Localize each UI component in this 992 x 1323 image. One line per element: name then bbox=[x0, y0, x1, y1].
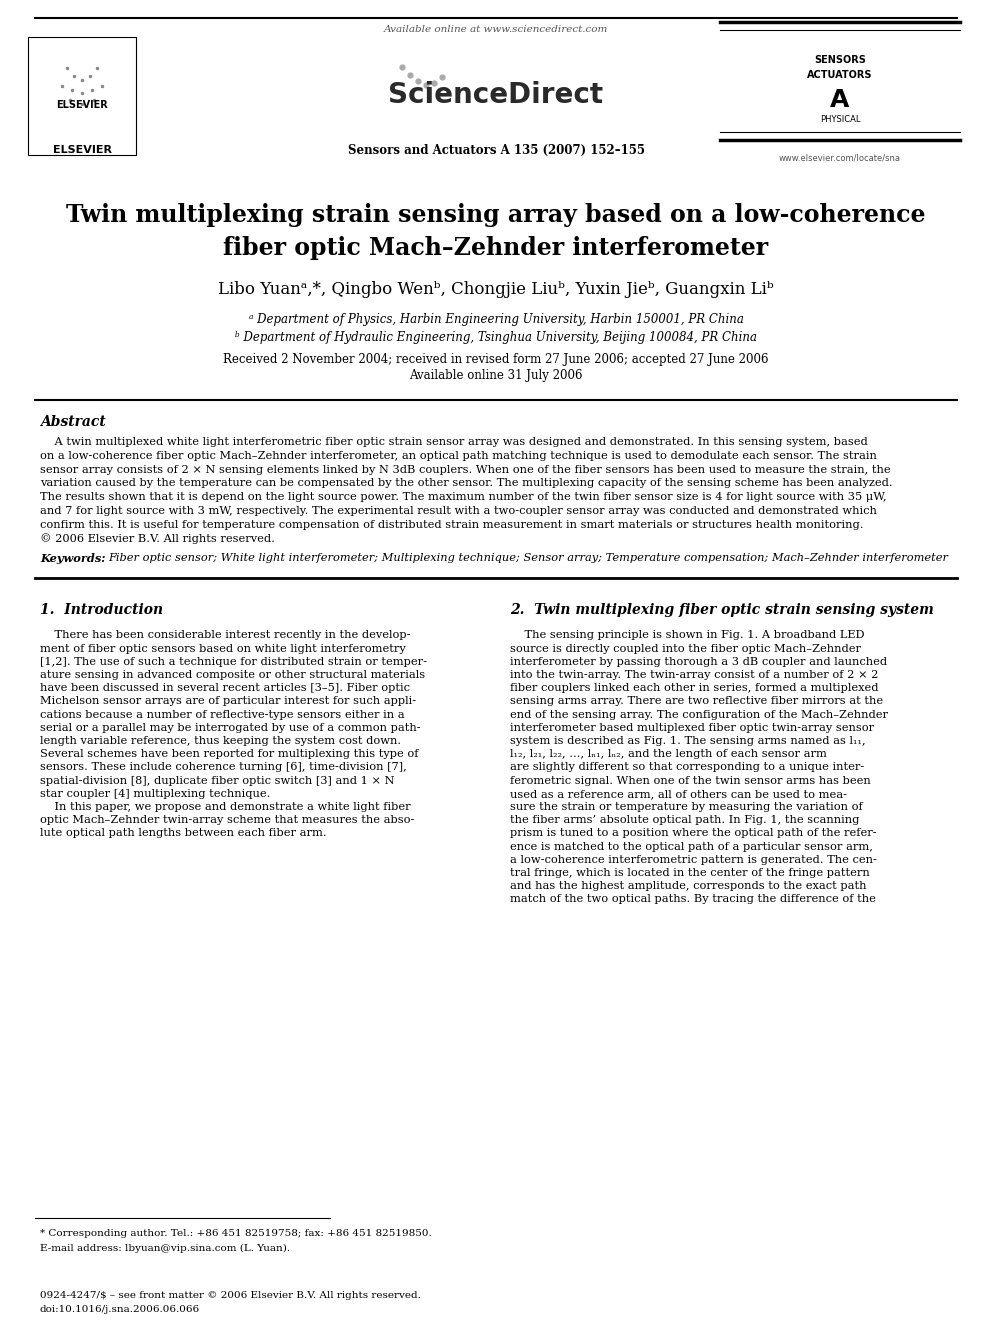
Text: * Corresponding author. Tel.: +86 451 82519758; fax: +86 451 82519850.: * Corresponding author. Tel.: +86 451 82… bbox=[40, 1229, 432, 1238]
Text: serial or a parallel may be interrogated by use of a common path-: serial or a parallel may be interrogated… bbox=[40, 722, 421, 733]
Text: ᵃ Department of Physics, Harbin Engineering University, Harbin 150001, PR China: ᵃ Department of Physics, Harbin Engineer… bbox=[249, 314, 743, 327]
Text: Sensors and Actuators A 135 (2007) 152–155: Sensors and Actuators A 135 (2007) 152–1… bbox=[347, 143, 645, 156]
Text: ACTUATORS: ACTUATORS bbox=[807, 70, 873, 79]
Text: PHYSICAL: PHYSICAL bbox=[819, 115, 860, 124]
Text: The sensing principle is shown in Fig. 1. A broadband LED: The sensing principle is shown in Fig. 1… bbox=[510, 630, 864, 640]
Text: Available online 31 July 2006: Available online 31 July 2006 bbox=[410, 369, 582, 382]
Text: and has the highest amplitude, corresponds to the exact path: and has the highest amplitude, correspon… bbox=[510, 881, 866, 892]
Text: the fiber arms’ absolute optical path. In Fig. 1, the scanning: the fiber arms’ absolute optical path. I… bbox=[510, 815, 859, 826]
Text: © 2006 Elsevier B.V. All rights reserved.: © 2006 Elsevier B.V. All rights reserved… bbox=[40, 533, 275, 544]
Text: variation caused by the temperature can be compensated by the other sensor. The : variation caused by the temperature can … bbox=[40, 479, 893, 488]
Text: SENSORS: SENSORS bbox=[814, 56, 866, 65]
Text: In this paper, we propose and demonstrate a white light fiber: In this paper, we propose and demonstrat… bbox=[40, 802, 411, 812]
Text: used as a reference arm, all of others can be used to mea-: used as a reference arm, all of others c… bbox=[510, 789, 847, 799]
Text: Available online at www.sciencedirect.com: Available online at www.sciencedirect.co… bbox=[384, 25, 608, 34]
Text: Several schemes have been reported for multiplexing this type of: Several schemes have been reported for m… bbox=[40, 749, 419, 759]
Text: lute optical path lengths between each fiber arm.: lute optical path lengths between each f… bbox=[40, 828, 326, 839]
Text: 1.  Introduction: 1. Introduction bbox=[40, 603, 163, 618]
Text: confirm this. It is useful for temperature compensation of distributed strain me: confirm this. It is useful for temperatu… bbox=[40, 520, 863, 529]
Text: Abstract: Abstract bbox=[40, 415, 106, 429]
Text: fiber optic Mach–Zehnder interferometer: fiber optic Mach–Zehnder interferometer bbox=[223, 235, 769, 261]
Text: ᵇ Department of Hydraulic Engineering, Tsinghua University, Beijing 100084, PR C: ᵇ Department of Hydraulic Engineering, T… bbox=[235, 331, 757, 344]
Text: a low-coherence interferometric pattern is generated. The cen-: a low-coherence interferometric pattern … bbox=[510, 855, 877, 865]
Text: E-mail address: lbyuan@vip.sina.com (L. Yuan).: E-mail address: lbyuan@vip.sina.com (L. … bbox=[40, 1244, 290, 1253]
Text: fiber couplers linked each other in series, formed a multiplexed: fiber couplers linked each other in seri… bbox=[510, 683, 879, 693]
Text: sensing arms array. There are two reflective fiber mirrors at the: sensing arms array. There are two reflec… bbox=[510, 696, 883, 706]
Text: doi:10.1016/j.sna.2006.06.066: doi:10.1016/j.sna.2006.06.066 bbox=[40, 1304, 200, 1314]
Text: Received 2 November 2004; received in revised form 27 June 2006; accepted 27 Jun: Received 2 November 2004; received in re… bbox=[223, 353, 769, 366]
Text: A twin multiplexed white light interferometric fiber optic strain sensor array w: A twin multiplexed white light interfero… bbox=[40, 437, 868, 447]
Text: source is directly coupled into the fiber optic Mach–Zehnder: source is directly coupled into the fibe… bbox=[510, 643, 861, 654]
Text: Twin multiplexing strain sensing array based on a low-coherence: Twin multiplexing strain sensing array b… bbox=[66, 202, 926, 228]
Text: 2.  Twin multiplexing fiber optic strain sensing system: 2. Twin multiplexing fiber optic strain … bbox=[510, 603, 933, 618]
Text: have been discussed in several recent articles [3–5]. Fiber optic: have been discussed in several recent ar… bbox=[40, 683, 410, 693]
Text: The results shown that it is depend on the light source power. The maximum numbe: The results shown that it is depend on t… bbox=[40, 492, 887, 503]
Text: length variable reference, thus keeping the system cost down.: length variable reference, thus keeping … bbox=[40, 736, 401, 746]
Text: and 7 for light source with 3 mW, respectively. The experimental result with a t: and 7 for light source with 3 mW, respec… bbox=[40, 505, 877, 516]
Text: spatial-division [8], duplicate fiber optic switch [3] and 1 × N: spatial-division [8], duplicate fiber op… bbox=[40, 775, 395, 786]
Text: www.elsevier.com/locate/sna: www.elsevier.com/locate/sna bbox=[779, 153, 901, 163]
Text: ature sensing in advanced composite or other structural materials: ature sensing in advanced composite or o… bbox=[40, 669, 426, 680]
Text: interferometer based multiplexed fiber optic twin-array sensor: interferometer based multiplexed fiber o… bbox=[510, 722, 874, 733]
Text: sensors. These include coherence turning [6], time-division [7],: sensors. These include coherence turning… bbox=[40, 762, 407, 773]
Text: ence is matched to the optical path of a particular sensor arm,: ence is matched to the optical path of a… bbox=[510, 841, 873, 852]
Text: into the twin-array. The twin-array consist of a number of 2 × 2: into the twin-array. The twin-array cons… bbox=[510, 669, 878, 680]
Text: interferometer by passing thorough a 3 dB coupler and launched: interferometer by passing thorough a 3 d… bbox=[510, 656, 887, 667]
Text: There has been considerable interest recently in the develop-: There has been considerable interest rec… bbox=[40, 630, 411, 640]
Text: sure the strain or temperature by measuring the variation of: sure the strain or temperature by measur… bbox=[510, 802, 863, 812]
Text: A: A bbox=[830, 89, 850, 112]
Text: cations because a number of reflective-type sensors either in a: cations because a number of reflective-t… bbox=[40, 709, 405, 720]
Text: ScienceDirect: ScienceDirect bbox=[389, 81, 603, 108]
Text: on a low-coherence fiber optic Mach–Zehnder interferometer, an optical path matc: on a low-coherence fiber optic Mach–Zehn… bbox=[40, 451, 877, 460]
Text: [1,2]. The use of such a technique for distributed strain or temper-: [1,2]. The use of such a technique for d… bbox=[40, 656, 427, 667]
Text: optic Mach–Zehnder twin-array scheme that measures the abso-: optic Mach–Zehnder twin-array scheme tha… bbox=[40, 815, 415, 826]
Text: ment of fiber optic sensors based on white light interferometry: ment of fiber optic sensors based on whi… bbox=[40, 643, 406, 654]
Text: Michelson sensor arrays are of particular interest for such appli-: Michelson sensor arrays are of particula… bbox=[40, 696, 416, 706]
Text: end of the sensing array. The configuration of the Mach–Zehnder: end of the sensing array. The configurat… bbox=[510, 709, 888, 720]
Text: sensor array consists of 2 × N sensing elements linked by N 3dB couplers. When o: sensor array consists of 2 × N sensing e… bbox=[40, 464, 891, 475]
Text: tral fringe, which is located in the center of the fringe pattern: tral fringe, which is located in the cen… bbox=[510, 868, 870, 878]
Bar bbox=[28, 37, 136, 155]
Text: prism is tuned to a position where the optical path of the refer-: prism is tuned to a position where the o… bbox=[510, 828, 877, 839]
Text: are slightly different so that corresponding to a unique inter-: are slightly different so that correspon… bbox=[510, 762, 864, 773]
Text: star coupler [4] multiplexing technique.: star coupler [4] multiplexing technique. bbox=[40, 789, 271, 799]
Text: ELSEVIER: ELSEVIER bbox=[53, 146, 111, 155]
Text: ferometric signal. When one of the twin sensor arms has been: ferometric signal. When one of the twin … bbox=[510, 775, 871, 786]
Text: system is described as Fig. 1. The sensing arms named as l₁₁,: system is described as Fig. 1. The sensi… bbox=[510, 736, 866, 746]
Text: Libo Yuanᵃ,*, Qingbo Wenᵇ, Chongjie Liuᵇ, Yuxin Jieᵇ, Guangxin Liᵇ: Libo Yuanᵃ,*, Qingbo Wenᵇ, Chongjie Liuᵇ… bbox=[218, 282, 774, 299]
Text: Keywords:: Keywords: bbox=[40, 553, 113, 564]
Text: 0924-4247/$ – see front matter © 2006 Elsevier B.V. All rights reserved.: 0924-4247/$ – see front matter © 2006 El… bbox=[40, 1290, 421, 1299]
Text: Fiber optic sensor; White light interferometer; Multiplexing technique; Sensor a: Fiber optic sensor; White light interfer… bbox=[108, 553, 948, 564]
Text: ELSEVIER: ELSEVIER bbox=[57, 101, 108, 110]
Text: match of the two optical paths. By tracing the difference of the: match of the two optical paths. By traci… bbox=[510, 894, 876, 905]
Text: l₁₂, l₂₁, l₂₂, ..., lₙ₁, lₙ₂, and the length of each sensor arm: l₁₂, l₂₁, l₂₂, ..., lₙ₁, lₙ₂, and the le… bbox=[510, 749, 827, 759]
